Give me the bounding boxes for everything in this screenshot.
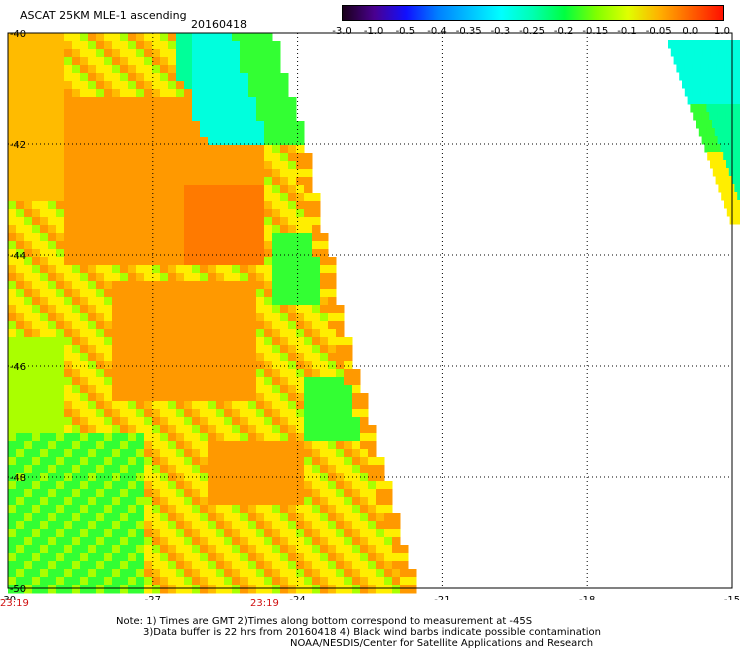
lon-tick-label: -21: [434, 595, 450, 600]
color-scale-tick: -0.4: [427, 26, 447, 37]
map-frame: [7, 32, 733, 589]
color-scale-tick: -0.15: [582, 26, 609, 37]
lon-tick-label: -30: [0, 595, 16, 600]
color-scale-labels: -3.0 -1.0 -0.5 -0.4 -0.35 -0.3 -0.25 -0.2 -0.15-…: [330, 26, 740, 38]
lon-tick-label: -18: [579, 595, 595, 600]
lat-tick-label: -42: [10, 140, 26, 151]
color-scale-tick: -0.3: [490, 26, 511, 37]
time-label-mid: 23:19: [250, 598, 279, 609]
color-scale-tick: 0.0: [682, 26, 699, 37]
lat-tick-label: -48: [10, 473, 26, 484]
color-scale-tick: -0.1: [617, 26, 637, 37]
product-title: ASCAT 25KM MLE-1 ascending: [20, 9, 187, 22]
note-line-2: 3)Data buffer is 22 hrs from 20160418 4)…: [143, 627, 601, 638]
color-scale-tick: -3.0: [332, 26, 352, 37]
lat-tick-label: -50: [10, 584, 26, 595]
time-label-left: 23:19: [0, 598, 29, 609]
color-scale-tick: -0.35: [455, 26, 482, 37]
graticule: [8, 33, 732, 588]
east-swath-patch: [668, 40, 740, 225]
date-label: 20160418: [191, 18, 247, 31]
note-line-1: Note: 1) Times are GMT 2)Times along bot…: [116, 616, 533, 627]
lon-tick-label: -24: [289, 595, 305, 600]
color-scale-tick: -0.25: [519, 26, 545, 37]
color-scale-tick: -0.2: [553, 26, 574, 37]
note-line-3: NOAA/NESDIS/Center for Satellite Applica…: [290, 638, 594, 649]
color-scale-tick: 1.0: [714, 26, 730, 37]
swath-cells: [8, 33, 417, 594]
color-scale-tick: -1.0: [363, 26, 384, 37]
lon-tick-label: -15: [724, 595, 740, 600]
lat-tick-label: -40: [10, 29, 26, 40]
color-scale-tick: -0.05: [645, 26, 672, 37]
lat-tick-label: -46: [10, 362, 26, 373]
color-scale-tick: -0.5: [395, 26, 416, 37]
lat-tick-label: -44: [10, 251, 26, 262]
lon-tick-label: -27: [145, 595, 161, 600]
wind-quality-map: -30 -27 -24 -21 -18 -15 -40 -42 -44 -46 -48 -50: [0, 29, 740, 600]
color-scale-bar: [342, 5, 724, 21]
